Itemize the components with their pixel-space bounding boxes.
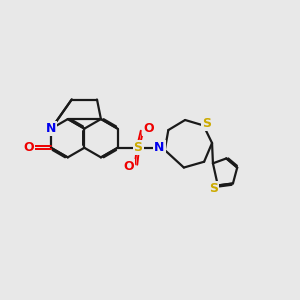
Text: O: O <box>143 122 154 135</box>
Text: N: N <box>154 141 165 154</box>
Text: O: O <box>23 141 34 154</box>
Text: S: S <box>202 117 211 130</box>
Text: O: O <box>124 160 134 173</box>
Text: S: S <box>134 141 142 154</box>
Text: S: S <box>209 182 218 195</box>
Text: N: N <box>46 122 56 135</box>
